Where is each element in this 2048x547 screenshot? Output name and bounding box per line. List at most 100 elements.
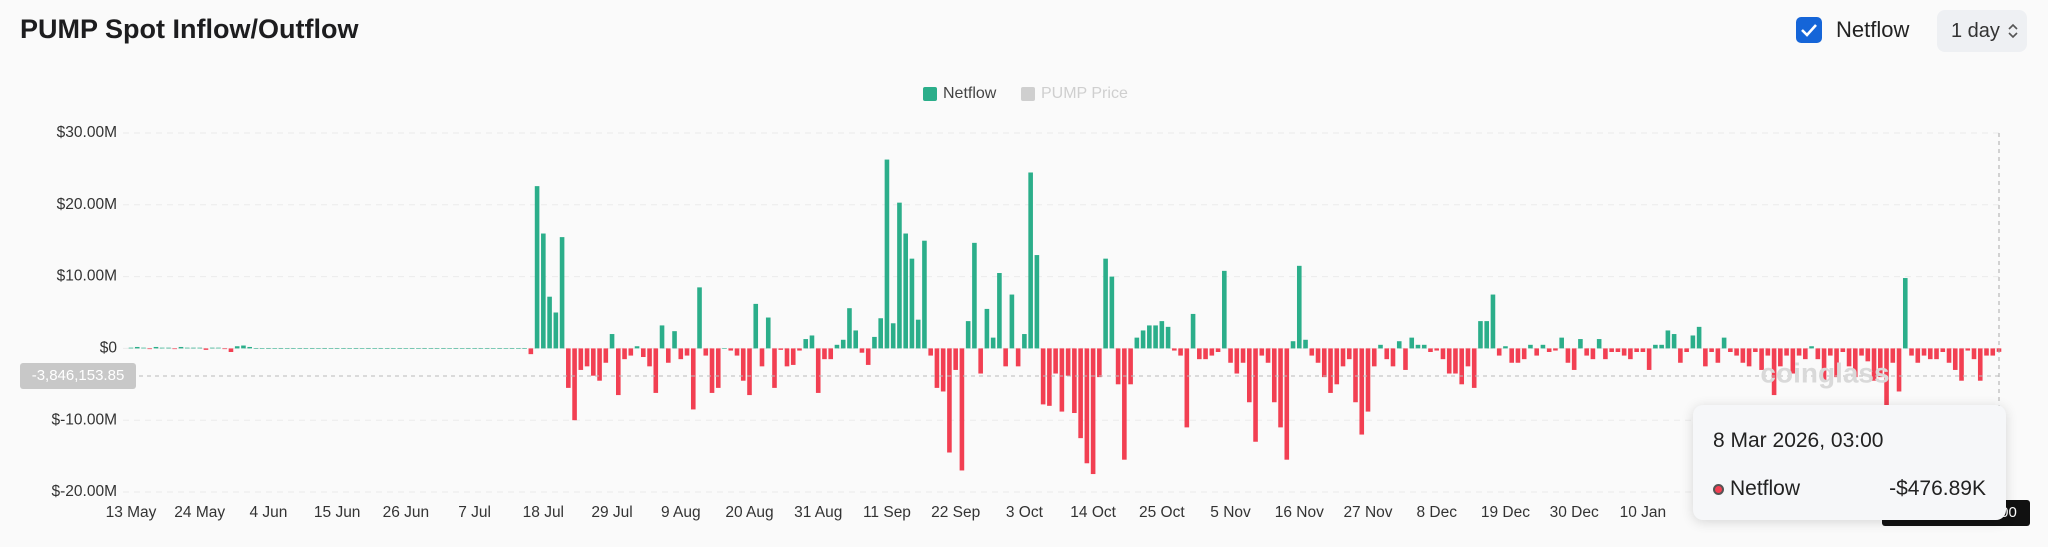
x-tick-label: 14 Oct — [1070, 504, 1116, 521]
bar — [815, 348, 821, 393]
bar — [1709, 348, 1714, 352]
bar — [166, 347, 171, 349]
bar — [303, 348, 309, 349]
bar — [1846, 348, 1852, 367]
tooltip-row: Netflow -$476.89K — [1713, 477, 1986, 501]
checkbox[interactable] — [1796, 17, 1822, 43]
bar — [272, 348, 277, 349]
bar — [603, 348, 609, 363]
bar — [809, 335, 815, 349]
bar — [828, 348, 834, 360]
bar — [1496, 348, 1502, 356]
legend-label: Netflow — [943, 85, 997, 102]
bar — [472, 348, 477, 349]
x-tick-label: 11 Sep — [863, 504, 911, 521]
x-tick-label: 29 Jul — [591, 504, 632, 521]
bar — [1134, 337, 1140, 349]
bar — [1671, 334, 1677, 349]
bar — [191, 347, 196, 349]
bar — [1896, 348, 1902, 392]
bar — [690, 348, 696, 410]
bar — [853, 330, 859, 349]
legend-swatch — [1021, 87, 1035, 101]
bar — [1859, 348, 1864, 356]
bar — [328, 348, 334, 349]
bar — [634, 346, 640, 349]
x-tick-label: 18 Jul — [523, 504, 564, 521]
bar — [1690, 335, 1696, 349]
x-tick-label: 4 Jun — [249, 504, 287, 521]
bar — [990, 337, 996, 349]
bar — [834, 344, 840, 349]
bar — [1509, 348, 1514, 363]
bar — [1284, 348, 1290, 460]
bar — [1253, 348, 1258, 442]
bar — [1328, 348, 1333, 393]
bar — [197, 347, 203, 349]
bar — [1865, 348, 1871, 362]
bar — [1621, 348, 1627, 356]
bar — [1172, 348, 1177, 351]
bar — [1778, 348, 1783, 367]
bar — [422, 348, 427, 349]
bar — [1646, 348, 1652, 370]
bar — [466, 348, 471, 349]
bar — [1065, 348, 1071, 376]
x-tick-label: 5 Nov — [1210, 504, 1251, 521]
bar — [403, 348, 409, 349]
bar — [1965, 348, 1971, 351]
bar — [216, 347, 221, 349]
bar — [1278, 348, 1283, 428]
bar — [1853, 348, 1858, 378]
x-tick-label: 9 Aug — [661, 504, 701, 521]
bar — [803, 339, 809, 349]
x-tick-label: 22 Sep — [931, 504, 980, 521]
legend-swatch — [923, 87, 937, 101]
bar — [1902, 278, 1908, 349]
bar — [447, 348, 452, 349]
crosshair-y-label: -3,846,153.85 — [32, 367, 125, 384]
bar — [1990, 348, 1996, 356]
bar — [1746, 348, 1752, 367]
bar — [1934, 348, 1939, 360]
bar — [1803, 348, 1808, 360]
bar — [434, 348, 440, 349]
bar — [1703, 348, 1708, 367]
y-tick-label: $0 — [100, 339, 118, 356]
bar — [1428, 348, 1433, 352]
x-tick-label: 7 Jul — [458, 504, 491, 521]
bar — [1909, 348, 1914, 356]
bar — [453, 348, 459, 349]
bar — [765, 317, 771, 349]
bar — [1565, 348, 1571, 363]
bar — [1334, 348, 1340, 385]
bar — [503, 348, 509, 349]
bar — [1415, 344, 1421, 349]
bar — [1353, 348, 1358, 403]
bar — [822, 348, 827, 360]
netflow-toggle[interactable]: Netflow — [1796, 17, 1909, 43]
y-tick-label: $30.00M — [57, 124, 117, 141]
bar — [1059, 348, 1065, 412]
interval-select[interactable]: 1 day — [1937, 10, 2027, 52]
bar — [1222, 270, 1227, 349]
bar — [1915, 348, 1921, 363]
bar — [1009, 294, 1015, 349]
bar — [940, 348, 946, 392]
bar — [1534, 348, 1539, 356]
bar — [1840, 348, 1846, 352]
bar — [359, 348, 365, 349]
bar — [1940, 348, 1946, 352]
bar — [1971, 348, 1977, 360]
bar — [428, 348, 434, 349]
bar — [1453, 348, 1458, 374]
bar — [1178, 348, 1183, 356]
bar — [878, 318, 883, 349]
bar — [1796, 348, 1802, 356]
bar — [1540, 344, 1546, 349]
bar — [1559, 337, 1564, 349]
bar — [984, 308, 990, 349]
x-tick-label: 13 May — [106, 504, 157, 521]
bar — [884, 159, 890, 349]
bar — [1109, 276, 1115, 349]
